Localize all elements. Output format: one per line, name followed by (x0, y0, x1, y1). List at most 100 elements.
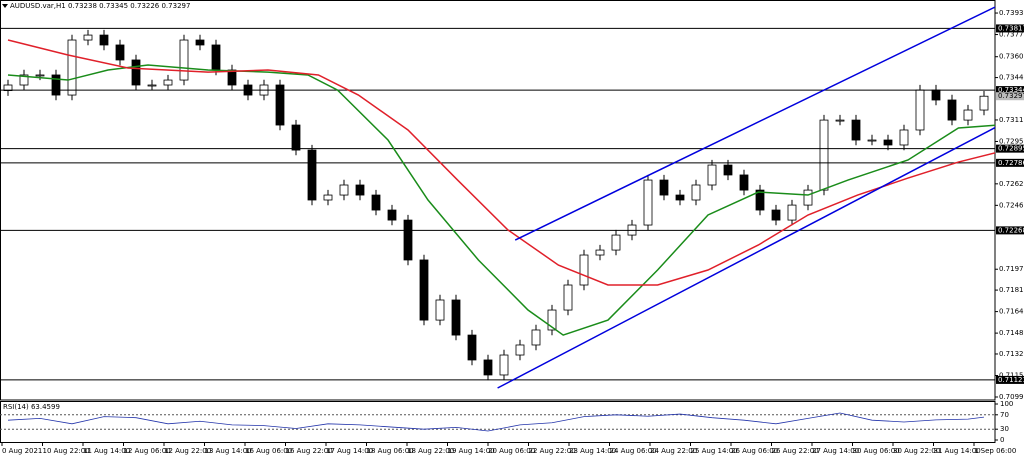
rsi-tick-label: 0 (1000, 436, 1004, 444)
candle-body (19, 74, 29, 86)
candle-body (467, 334, 477, 361)
candle-body (707, 164, 717, 186)
x-tick-label: 12 Aug 06:00 (124, 447, 171, 455)
candle-body (723, 164, 733, 176)
candle-body (787, 204, 797, 221)
candle-body (499, 354, 509, 376)
candle-body (195, 39, 205, 46)
candle-body (595, 249, 605, 256)
candle-body (947, 99, 957, 121)
candle-body (291, 124, 301, 151)
candle-body (979, 95, 989, 111)
candle-body (355, 184, 365, 196)
rsi-frame (0, 401, 996, 443)
x-tick-label: 27 Aug 14:00 (812, 447, 859, 455)
x-tick-label: 23 Aug 14:00 (569, 447, 616, 455)
x-tick-label: 19 Aug 14:00 (448, 447, 495, 455)
x-tick-label: 1 Sep 06:00 (974, 447, 1016, 455)
level-label: 0.72268 (998, 226, 1024, 234)
rsi-tick-label: 70 (1000, 411, 1009, 419)
x-tick-label: 24 Aug 22:00 (650, 447, 697, 455)
last-price-label: 0.73297 (998, 92, 1024, 100)
candle-body (563, 284, 573, 311)
candle-body (883, 139, 893, 146)
x-tick-label: 26 Aug 06:00 (731, 447, 778, 455)
candle-body (819, 119, 829, 191)
candle-body (579, 254, 589, 286)
level-label-bg (996, 24, 1024, 33)
candle-body (419, 259, 429, 321)
rsi-tick-label: 30 (1000, 425, 1009, 433)
x-tick-label: 31 Aug 14:00 (934, 447, 981, 455)
moving-average (7, 39, 995, 286)
rsi-header: RSI(14) 63.4599 (3, 403, 60, 411)
x-tick-label: 30 Aug 22:00 (893, 447, 940, 455)
candle-body (115, 44, 125, 61)
x-tick-label: 17 Aug 14:00 (326, 447, 373, 455)
candle-body (387, 209, 397, 221)
y-tick-label: 0.71155 (999, 371, 1024, 379)
rsi-tick-label: 100 (1000, 400, 1013, 408)
x-tick-label: 30 Aug 06:00 (853, 447, 900, 455)
y-tick-label: 0.71645 (999, 308, 1024, 316)
x-tick-label: 16 Aug 06:00 (245, 447, 292, 455)
candle-body (611, 234, 621, 251)
level-label: 0.72786 (998, 159, 1024, 167)
candle-body (691, 184, 701, 201)
x-tick-label: 13 Aug 14:00 (205, 447, 252, 455)
candle-body (67, 39, 77, 96)
y-tick-label: 0.73115 (999, 116, 1024, 124)
candle-body (211, 44, 221, 71)
x-tick-label: 22 Aug 22:00 (529, 447, 576, 455)
candle-body (483, 359, 493, 376)
level-label-bg (996, 144, 1024, 153)
candle-body (755, 189, 765, 211)
level-label: 0.72895 (998, 145, 1024, 153)
candle-body (403, 219, 413, 261)
candle-body (643, 179, 653, 226)
level-label: 0.73344 (998, 86, 1024, 94)
candle-body (803, 189, 813, 206)
level-label-bg (996, 226, 1024, 235)
x-tick-label: 25 Aug 14:00 (691, 447, 738, 455)
candle-body (323, 194, 333, 201)
candle-body (739, 174, 749, 191)
candle-body (339, 184, 349, 196)
candle-body (659, 179, 669, 196)
candle-body (227, 69, 237, 86)
candle-body (163, 79, 173, 86)
trendline (514, 6, 995, 241)
candle-body (179, 39, 189, 81)
candle-body (851, 119, 861, 141)
candle-body (531, 329, 541, 346)
trendline (497, 126, 995, 389)
candle-body (915, 89, 925, 131)
candle-body (275, 84, 285, 126)
level-label-bg (996, 158, 1024, 167)
candle-body (51, 74, 61, 96)
x-tick-label: 18 Aug 06:00 (367, 447, 414, 455)
x-tick-label: 10 Aug 22:00 (43, 447, 90, 455)
candle-body (435, 299, 445, 321)
candle-body (35, 74, 45, 77)
x-tick-label: 24 Aug 06:00 (610, 447, 657, 455)
candle-body (83, 34, 93, 41)
y-tick-label: 0.73935 (999, 9, 1024, 17)
candle-body (307, 149, 317, 201)
candle-body (899, 129, 909, 146)
candle-body (867, 139, 877, 142)
plot (0, 6, 995, 389)
last-price-bg (996, 92, 1024, 101)
x-tick-label: 12 Aug 22:00 (164, 447, 211, 455)
x-tick-label: 11 Aug 14:00 (83, 447, 130, 455)
candle-body (547, 309, 557, 331)
